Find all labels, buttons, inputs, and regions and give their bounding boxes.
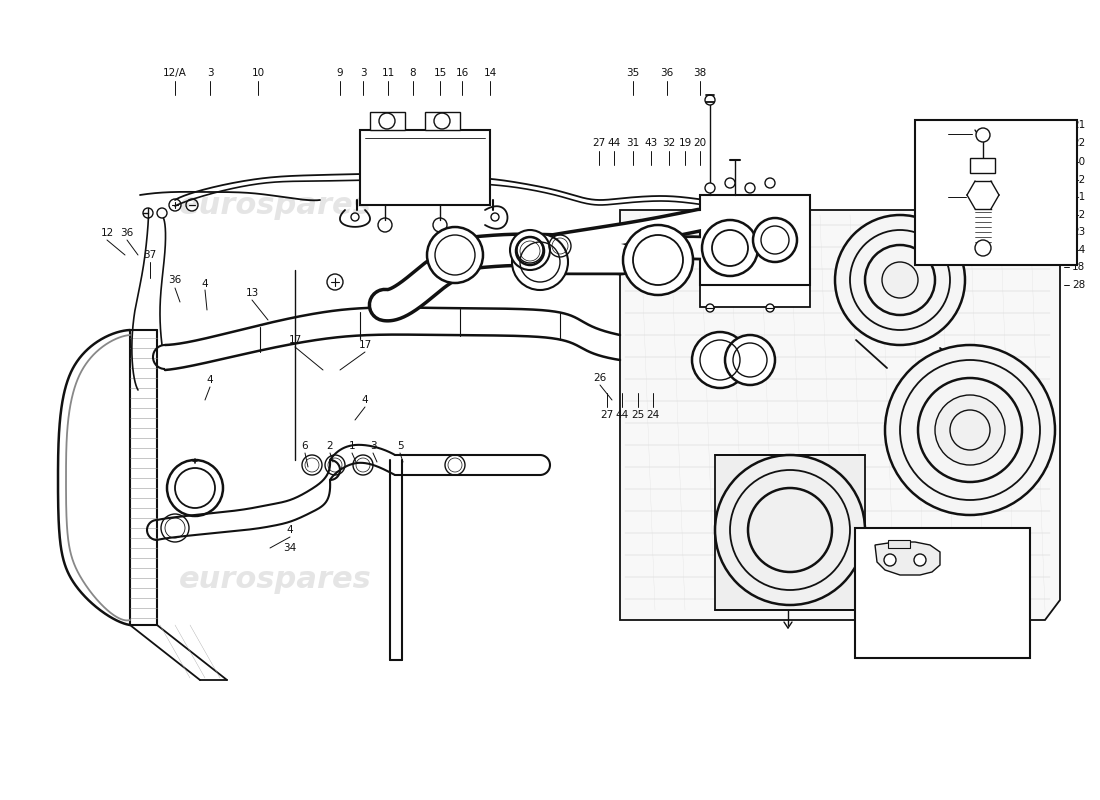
Circle shape [715, 455, 865, 605]
Text: 35: 35 [626, 68, 639, 78]
Circle shape [882, 262, 918, 298]
Polygon shape [888, 540, 910, 548]
Text: 4: 4 [207, 375, 213, 385]
Text: 40: 40 [1072, 157, 1085, 167]
Text: 44: 44 [1072, 245, 1086, 255]
Text: 17: 17 [359, 340, 372, 350]
Circle shape [510, 230, 550, 270]
Text: 36: 36 [660, 68, 673, 78]
Text: 44: 44 [607, 138, 620, 148]
Bar [855, 528, 1030, 658]
Text: 21: 21 [1072, 120, 1086, 130]
Circle shape [702, 220, 758, 276]
Text: 6: 6 [301, 441, 308, 451]
Text: 23: 23 [1072, 227, 1086, 237]
Circle shape [512, 234, 568, 290]
Circle shape [764, 178, 776, 188]
Text: 38: 38 [693, 68, 706, 78]
Text: 14: 14 [483, 68, 496, 78]
Text: 5: 5 [397, 441, 404, 451]
Circle shape [705, 95, 715, 105]
Text: 1: 1 [349, 441, 355, 451]
Text: eurospares: eurospares [663, 566, 857, 594]
Circle shape [935, 395, 1005, 465]
Bar [915, 120, 1077, 265]
Text: eurospares: eurospares [178, 190, 372, 219]
Text: 44: 44 [615, 410, 628, 420]
Text: 27: 27 [601, 410, 614, 420]
Circle shape [976, 128, 990, 142]
Text: 2: 2 [327, 441, 333, 451]
Text: 31: 31 [626, 138, 639, 148]
Text: 12: 12 [100, 228, 113, 238]
Circle shape [754, 218, 798, 262]
Bar [360, 130, 490, 205]
Text: 8: 8 [409, 68, 416, 78]
Text: 3: 3 [370, 441, 376, 451]
Text: 25: 25 [631, 410, 645, 420]
Text: 37: 37 [143, 250, 156, 260]
Text: 42: 42 [1072, 175, 1086, 185]
Circle shape [766, 304, 774, 312]
Circle shape [975, 240, 991, 256]
Circle shape [886, 345, 1055, 515]
Circle shape [143, 208, 153, 218]
Text: 17: 17 [288, 335, 301, 345]
Text: 3: 3 [360, 68, 366, 78]
Text: 4: 4 [287, 525, 294, 535]
Text: 27: 27 [593, 138, 606, 148]
Text: 13: 13 [245, 288, 258, 298]
Text: 3: 3 [207, 68, 213, 78]
Text: 11: 11 [382, 68, 395, 78]
Text: 12/A: 12/A [163, 68, 187, 78]
Circle shape [692, 332, 748, 388]
Polygon shape [620, 210, 1060, 620]
Text: 10: 10 [252, 68, 265, 78]
Text: 43: 43 [645, 138, 658, 148]
Text: 28: 28 [1072, 280, 1086, 290]
Circle shape [725, 335, 775, 385]
Circle shape [705, 183, 715, 193]
Bar [370, 112, 405, 130]
Text: 24: 24 [647, 410, 660, 420]
Text: 15: 15 [433, 68, 447, 78]
Circle shape [157, 208, 167, 218]
Circle shape [725, 178, 735, 188]
Bar [425, 112, 460, 130]
Bar [700, 285, 810, 307]
Text: 34: 34 [284, 543, 297, 553]
Circle shape [623, 225, 693, 295]
Text: 19: 19 [679, 138, 692, 148]
Circle shape [884, 554, 896, 566]
Text: 9: 9 [337, 68, 343, 78]
Text: 4: 4 [362, 395, 369, 405]
Text: 20: 20 [693, 138, 706, 148]
Text: 41: 41 [1072, 192, 1086, 202]
Text: 16: 16 [455, 68, 469, 78]
Text: 31: 31 [934, 635, 947, 645]
Text: 18: 18 [1072, 262, 1086, 272]
Circle shape [914, 554, 926, 566]
Text: 32: 32 [662, 138, 675, 148]
Polygon shape [715, 455, 865, 610]
Circle shape [706, 304, 714, 312]
Text: 45: 45 [940, 129, 954, 139]
Text: eurospares: eurospares [178, 566, 372, 594]
Bar [970, 158, 996, 173]
Circle shape [835, 215, 965, 345]
Bar [700, 195, 810, 285]
Circle shape [745, 183, 755, 193]
Circle shape [427, 227, 483, 283]
Text: 4: 4 [201, 279, 208, 289]
Polygon shape [874, 542, 940, 575]
Text: 36: 36 [168, 275, 182, 285]
Text: 42: 42 [1072, 210, 1086, 220]
Text: 36: 36 [120, 228, 133, 238]
Text: 26: 26 [593, 373, 606, 383]
Text: 7: 7 [557, 243, 563, 253]
Text: 22: 22 [1072, 138, 1086, 148]
Text: 46: 46 [940, 192, 954, 202]
